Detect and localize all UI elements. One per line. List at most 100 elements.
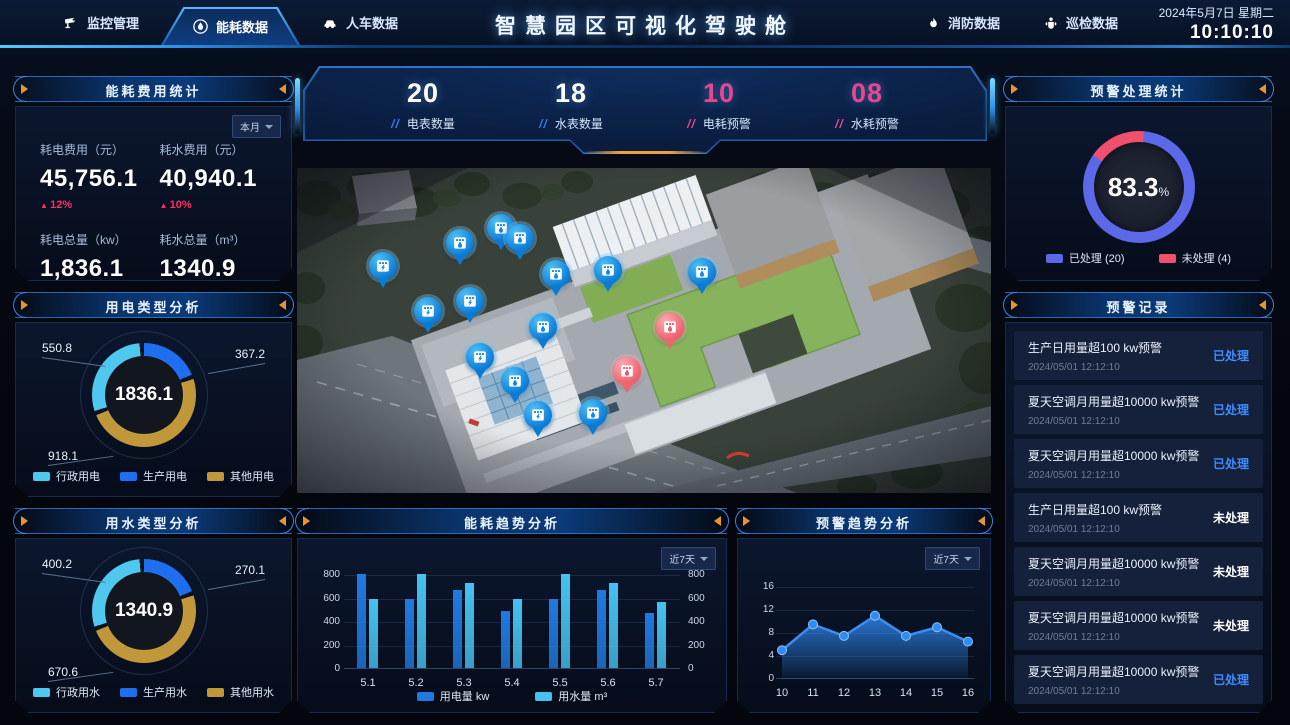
nav-item-fire[interactable]: 消防数据: [905, 0, 1022, 45]
alarm-record-row[interactable]: 夏天空调月用量超10000 kw预警 2024/05/01 12:12:10 已处…: [1014, 655, 1263, 704]
legend-item[interactable]: 其他用水: [207, 684, 274, 700]
cost-metrics: 耗电费用（元） 45,756.1 12% 耗水费用（元） 40,940.1 10…: [40, 141, 279, 283]
alarm-record-row[interactable]: 夏天空调月用量超10000 kw预警 2024/05/01 12:12:10 已处…: [1014, 385, 1263, 434]
bar-用水量 m³: [609, 583, 618, 668]
alarm-record-row[interactable]: 生产日用量超100 kw预警 2024/05/01 12:12:10 未处理: [1014, 493, 1263, 542]
bar-用水量 m³: [465, 583, 474, 668]
bar-用电量 kw: [453, 590, 462, 668]
header-arrow-left-icon[interactable]: [303, 516, 310, 526]
panel-energy-trend: 能耗趋势分析 近7天 0 0 200 200 400 400 600 600 800 800 5.1…: [295, 508, 729, 713]
x-axis-tick: 5.1: [360, 677, 376, 689]
donut-total: 1836.1: [114, 384, 174, 405]
alarm-record-row[interactable]: 夏天空调月用量超10000 kw预警 2024/05/01 12:12:10 已处…: [1014, 439, 1263, 488]
nav-item-label: 消防数据: [947, 16, 1000, 31]
nav-tab-energy[interactable]: 能耗数据: [161, 7, 301, 45]
alarm-record-row[interactable]: 生产日用量超100 kw预警 2024/05/01 12:12:10 已处理: [1014, 331, 1263, 380]
header-arrow-left-icon[interactable]: [21, 300, 28, 310]
legend-item[interactable]: 其他用电: [207, 468, 274, 484]
map-marker-electric-meter[interactable]: [414, 297, 443, 333]
panel-alarm-trend: 预警趋势分析 近7天 0 4 8 12 16 10 11 12 13 14 15 16: [735, 508, 993, 713]
nav-item-monitor[interactable]: 监控管理: [42, 0, 161, 45]
header-arrow-left-icon[interactable]: [21, 84, 28, 94]
header-arrow-right-icon[interactable]: [279, 84, 286, 94]
legend-item[interactable]: 用电量 kw: [417, 688, 490, 704]
y-axis-tick: 600: [323, 592, 340, 604]
y-axis-tick: 4: [768, 650, 774, 661]
segment-label: 270.1: [207, 563, 265, 580]
header-arrow-right-icon[interactable]: [978, 516, 985, 526]
legend-item[interactable]: 用水量 m³: [535, 688, 607, 704]
record-status[interactable]: 已处理: [1212, 673, 1249, 687]
legend-item[interactable]: 生产用电: [120, 468, 187, 484]
patrol-icon: [1044, 16, 1058, 30]
map-marker-water-warning[interactable]: [655, 313, 684, 350]
map-marker-water-meter[interactable]: [541, 259, 570, 296]
alarm-record-row[interactable]: 夏天空调月用量超10000 kw预警 2024/05/01 12:12:10 未处…: [1014, 547, 1263, 596]
record-status[interactable]: 未处理: [1212, 619, 1249, 633]
map-marker-electric-meter[interactable]: [523, 401, 552, 437]
nav-left: 监控管理 能耗数据 人车数据: [42, 0, 420, 45]
bar-用电量 kw: [597, 590, 606, 668]
x-axis-tick: 11: [807, 687, 819, 699]
record-status[interactable]: 未处理: [1212, 565, 1249, 579]
panel-title: 能耗趋势分析: [463, 516, 560, 531]
map-marker-water-meter[interactable]: [528, 313, 557, 350]
map-marker-water-warning[interactable]: [613, 357, 642, 394]
map-marker-electric-meter[interactable]: [466, 342, 495, 379]
header-arrow-left-icon[interactable]: [743, 516, 750, 526]
bar-用水量 m³: [657, 602, 666, 668]
panel-body: 本月 耗电费用（元） 45,756.1 12% 耗水费用（元） 40,940.1…: [15, 106, 292, 281]
donut-ring: [92, 559, 196, 663]
y-axis-tick: 800: [323, 569, 340, 581]
legend-item[interactable]: 行政用水: [33, 684, 100, 700]
map-marker-water-meter[interactable]: [688, 258, 717, 294]
segment-label: 670.6: [48, 665, 114, 682]
panel-body: 83.3% 已处理 (20) 未处理 (4): [1005, 106, 1272, 281]
legend-item[interactable]: 未处理 (4): [1159, 250, 1232, 266]
record-status[interactable]: 已处理: [1212, 403, 1249, 417]
period-dropdown[interactable]: 近7天: [661, 547, 716, 570]
header-arrow-right-icon[interactable]: [714, 516, 721, 526]
line-series: [776, 587, 974, 679]
map-marker-water-meter[interactable]: [500, 366, 529, 403]
segment-label: 400.2: [42, 557, 106, 574]
nav-item-patrol[interactable]: 巡检数据: [1022, 0, 1140, 45]
alarm-record-row[interactable]: 夏天空调月用量超10000 kw预警 2024/05/01 12:12:10 未处…: [1014, 601, 1263, 650]
stats-bar-right-glow: [990, 78, 995, 134]
gridline: [776, 610, 974, 611]
bar-用电量 kw: [501, 611, 510, 668]
record-status[interactable]: 已处理: [1212, 457, 1249, 471]
gridline: [344, 575, 680, 576]
period-dropdown[interactable]: 本月: [232, 115, 281, 138]
map-marker-water-meter[interactable]: [579, 399, 608, 436]
legend-item[interactable]: 生产用水: [120, 684, 187, 700]
y-axis-tick: 8: [768, 627, 774, 638]
period-dropdown[interactable]: 近7天: [925, 547, 980, 570]
map-marker-water-meter[interactable]: [446, 228, 475, 265]
record-status[interactable]: 未处理: [1212, 511, 1249, 525]
header-arrow-left-icon[interactable]: [1011, 300, 1018, 310]
nav-item-vehicle[interactable]: 人车数据: [300, 0, 420, 45]
header-arrow-right-icon[interactable]: [279, 300, 286, 310]
header-arrow-left-icon[interactable]: [21, 516, 28, 526]
map-marker-water-meter[interactable]: [505, 223, 534, 260]
map-marker-electric-meter[interactable]: [369, 251, 398, 288]
x-axis-tick: 5.7: [648, 677, 664, 689]
chevron-down-icon: [265, 125, 273, 129]
panel-elec-type: 用电类型分析 1836.1 550.8 367.2 918.1 行政用电 生产用电…: [13, 292, 294, 497]
legend-item[interactable]: 行政用电: [33, 468, 100, 484]
record-status[interactable]: 已处理: [1212, 349, 1249, 363]
chart-legend: 用电量 kw 用水量 m³: [298, 688, 726, 704]
bar-用电量 kw: [645, 613, 654, 668]
map-marker-electric-meter[interactable]: [455, 287, 484, 324]
map-marker-water-meter[interactable]: [593, 256, 622, 293]
bar-用电量 kw: [405, 599, 414, 668]
alarm-record-list[interactable]: 生产日用量超100 kw预警 2024/05/01 12:12:10 已处理 夏天空…: [1014, 331, 1263, 704]
y-axis-tick: 0: [688, 663, 694, 674]
header-arrow-right-icon[interactable]: [1259, 300, 1266, 310]
header-arrow-right-icon[interactable]: [1259, 84, 1266, 94]
header-arrow-left-icon[interactable]: [1011, 84, 1018, 94]
stat-item: 10 //电耗预警: [687, 78, 751, 131]
legend-item[interactable]: 已处理 (20): [1046, 250, 1125, 266]
header-arrow-right-icon[interactable]: [279, 516, 286, 526]
